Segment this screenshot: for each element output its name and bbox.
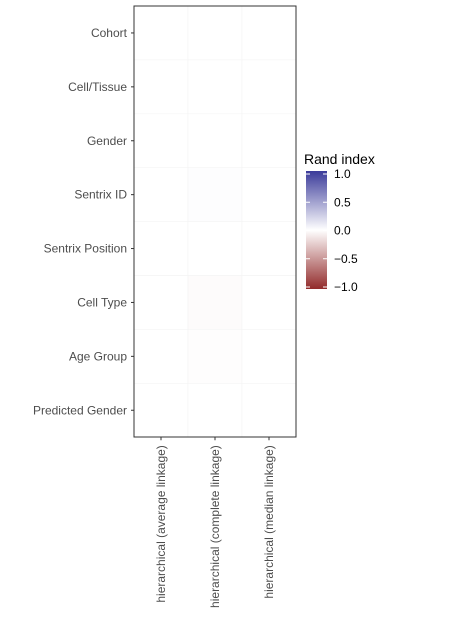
heatmap-cell <box>133 5 189 61</box>
heatmap-cell <box>133 167 189 222</box>
heatmap-cell <box>187 59 243 115</box>
heatmap-cell <box>133 59 189 115</box>
heatmap-cell <box>133 275 189 330</box>
legend-tick-label: 0.5 <box>334 195 351 209</box>
heatmap-cell <box>241 329 297 384</box>
heatmap-cell <box>241 382 297 438</box>
heatmap-cell <box>241 275 297 330</box>
heatmap-cell <box>241 113 297 169</box>
heatmap-cell <box>187 275 243 330</box>
legend-tick-label: 1.0 <box>334 167 351 181</box>
legend-colorbar <box>306 171 327 289</box>
heatmap-cell <box>133 221 189 276</box>
y-axis-ticks: Cohort Cell/Tissue Gender Sentrix ID Sentrix… <box>33 26 134 417</box>
panel-border <box>133 5 297 438</box>
legend: Rand index 1.0 0.5 0.0 −0.5 −1.0 <box>304 151 375 294</box>
heatmap-cell <box>241 221 297 276</box>
heatmap-cells <box>133 5 297 438</box>
heatmap-cell <box>133 382 189 438</box>
x-tick-label: hierarchical (complete linkage) <box>208 445 222 608</box>
heatmap-cell <box>187 167 243 222</box>
y-tick-label: Cell/Tissue <box>68 80 127 94</box>
heatmap-cell <box>133 113 189 169</box>
legend-tick-label: −0.5 <box>334 252 358 266</box>
y-tick-label: Sentrix ID <box>74 188 127 202</box>
heatmap-cell <box>187 382 243 438</box>
x-axis-ticks: hierarchical (average linkage) hierarchic… <box>154 437 276 608</box>
heatmap-cell <box>187 113 243 169</box>
heatmap-cell <box>187 5 243 61</box>
heatmap-cell <box>187 329 243 384</box>
heatmap-cell <box>133 329 189 384</box>
y-tick-label: Cell Type <box>77 295 127 309</box>
legend-ticks: 1.0 0.5 0.0 −0.5 −1.0 <box>306 167 358 294</box>
legend-title: Rand index <box>304 151 375 167</box>
y-tick-label: Predicted Gender <box>33 403 127 417</box>
heatmap-cell <box>241 167 297 222</box>
x-tick-label: hierarchical (average linkage) <box>154 445 168 602</box>
heatmap-cell <box>241 5 297 61</box>
legend-tick-label: −1.0 <box>334 280 358 294</box>
legend-tick-label: 0.0 <box>334 224 351 238</box>
x-tick-label: hierarchical (median linkage) <box>262 445 276 598</box>
y-tick-label: Gender <box>87 134 127 148</box>
y-tick-label: Age Group <box>69 349 127 363</box>
y-tick-label: Sentrix Position <box>44 242 127 256</box>
heatmap-cell <box>241 59 297 115</box>
y-tick-label: Cohort <box>91 26 128 40</box>
heatmap-cell <box>187 221 243 276</box>
